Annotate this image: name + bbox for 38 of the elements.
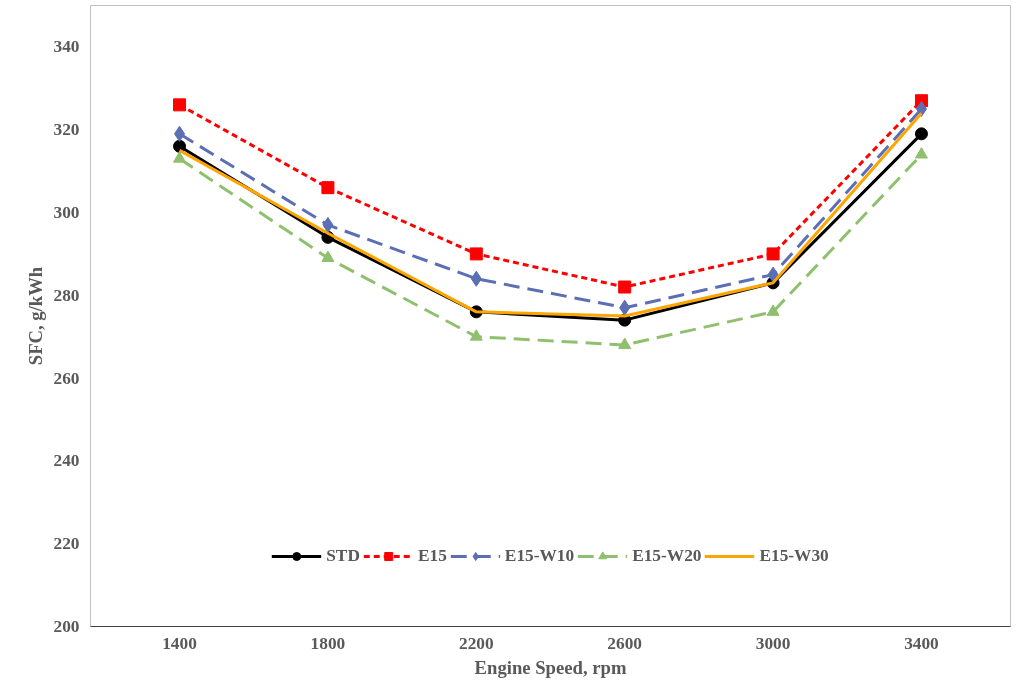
point — [470, 270, 482, 287]
point — [174, 125, 186, 142]
legend-label: E15-W30 — [759, 546, 829, 566]
x-tick-label: 3000 — [755, 633, 791, 653]
point — [618, 280, 632, 294]
legend-label: E15-W10 — [504, 546, 575, 566]
x-tick-label: 3400 — [904, 633, 939, 653]
y-tick-label: 220 — [53, 534, 80, 554]
point — [469, 247, 483, 261]
point — [322, 216, 334, 233]
y-axis-title: SFC, g/kWh — [24, 266, 46, 366]
y-tick-label: 300 — [53, 203, 80, 222]
point — [469, 329, 483, 341]
point — [321, 181, 335, 195]
legend-label: STD — [326, 546, 360, 566]
point — [767, 266, 779, 283]
legend-label: E15 — [417, 546, 447, 566]
y-tick-label: 280 — [53, 285, 80, 305]
y-tick-label: 260 — [53, 368, 80, 388]
point — [618, 337, 632, 349]
y-tick-label: 320 — [53, 120, 80, 140]
point — [914, 127, 928, 141]
point — [321, 250, 335, 262]
point — [173, 151, 187, 163]
x-axis-title: Engine Speed, rpm — [474, 656, 627, 678]
legend-label: E15-W20 — [632, 546, 702, 566]
point — [173, 98, 187, 112]
x-tick-label: 1800 — [310, 633, 346, 653]
point — [619, 299, 631, 316]
x-tick-label: 1400 — [162, 633, 197, 653]
y-tick-label: 200 — [53, 617, 80, 636]
x-tick-label: 2600 — [607, 633, 643, 653]
point — [766, 304, 780, 316]
point — [914, 147, 928, 159]
x-tick-label: 2200 — [458, 633, 494, 653]
y-tick-label: 340 — [53, 37, 80, 57]
point — [766, 247, 780, 261]
y-tick-label: 240 — [53, 451, 80, 471]
